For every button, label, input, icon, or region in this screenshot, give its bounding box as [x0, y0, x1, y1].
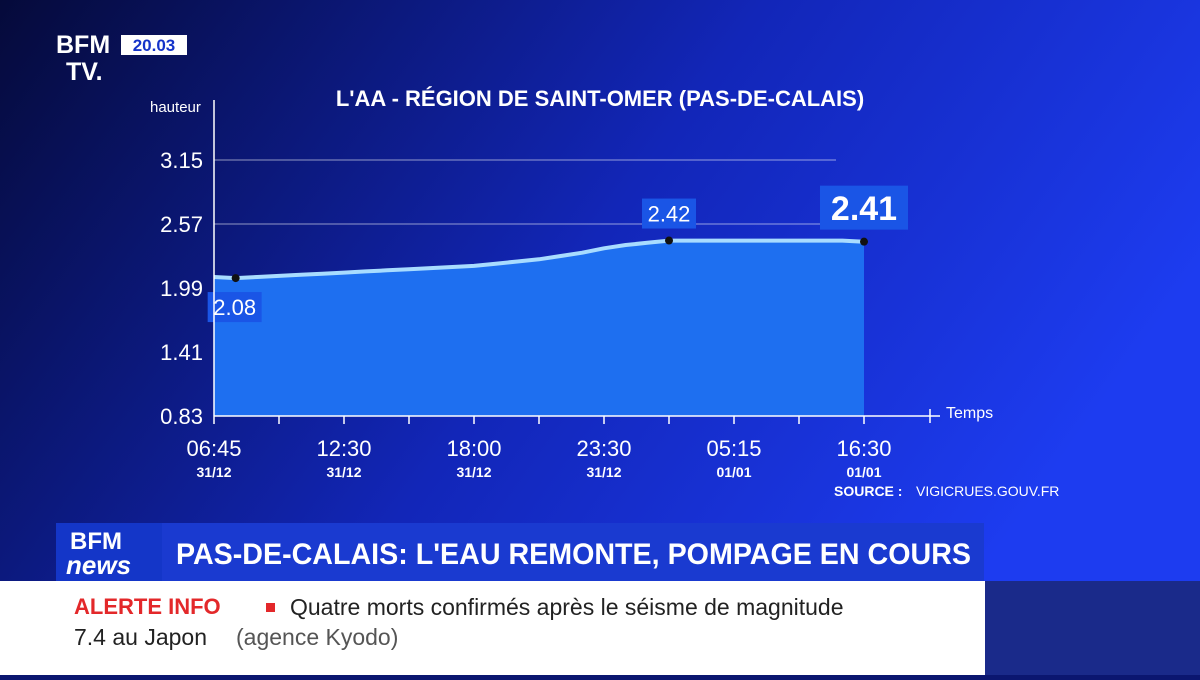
point-marker: [665, 236, 673, 245]
headline: PAS-DE-CALAIS: L'EAU REMONTE, POMPAGE EN…: [176, 538, 971, 571]
x-axis-label: Temps: [946, 405, 993, 422]
clock: 20.03: [133, 36, 176, 55]
y-tick-label: 1.41: [160, 340, 203, 365]
clock-box: [121, 35, 187, 55]
news-logo: news: [66, 550, 131, 580]
x-tick-date: 01/01: [846, 464, 881, 480]
x-tick-label: 16:30: [836, 436, 891, 461]
headline-bar: [56, 523, 984, 581]
line: [213, 238, 865, 281]
ticker-source: (agence Kyodo): [236, 624, 398, 650]
x-tick-date: 01/01: [716, 464, 751, 480]
source: VIGICRUES.GOUV.FR: [916, 483, 1059, 499]
x-tick-label: 05:15: [706, 436, 761, 461]
x-tick-label: 06:45: [186, 436, 241, 461]
point-marker: [860, 237, 868, 246]
point-marker: [231, 274, 240, 283]
x-tick-label: 18:00: [446, 436, 501, 461]
y-tick-label: 2.57: [160, 212, 203, 237]
ticker-bar: [0, 581, 985, 675]
side-panel: [985, 581, 1200, 675]
y-tick-label: 0.83: [160, 404, 203, 429]
value-label: 2.08: [213, 295, 256, 320]
alert-dot: [266, 603, 275, 612]
area: [214, 240, 864, 416]
logo: TV.: [66, 58, 103, 86]
x-tick-date: 31/12: [586, 464, 621, 480]
x-tick-label: 23:30: [576, 436, 631, 461]
alert-label: ALERTE INFO: [74, 594, 221, 619]
logo: BFM: [56, 31, 110, 59]
value-label: 2.41: [831, 190, 897, 228]
y-axis-label: hauteur: [150, 99, 201, 116]
news-logo: BFM: [70, 528, 122, 555]
value-label-box: [207, 292, 262, 323]
x-tick-label: 12:30: [316, 436, 371, 461]
value-label-box: [642, 198, 696, 229]
chart-title: L'AA - RÉGION DE SAINT-OMER (PAS-DE-CALA…: [336, 86, 864, 111]
news-logo-box: [56, 523, 162, 581]
ticker-text: Quatre morts confirmés après le séisme d…: [290, 594, 844, 620]
value-label: 2.42: [648, 201, 691, 226]
ticker-text: 7.4 au Japon: [74, 624, 207, 650]
value-label-box: [820, 185, 908, 230]
y-tick-label: 3.15: [160, 148, 203, 173]
x-tick-date: 31/12: [326, 464, 361, 480]
source-label: SOURCE :: [834, 483, 902, 499]
x-tick-date: 31/12: [196, 464, 231, 480]
chart: 0.83 1.41 1.99 2.57 3.15 2.08 2.42 2.41 06:45 31/…: [160, 100, 940, 480]
y-tick-label: 1.99: [160, 276, 203, 301]
x-tick-date: 31/12: [456, 464, 491, 480]
